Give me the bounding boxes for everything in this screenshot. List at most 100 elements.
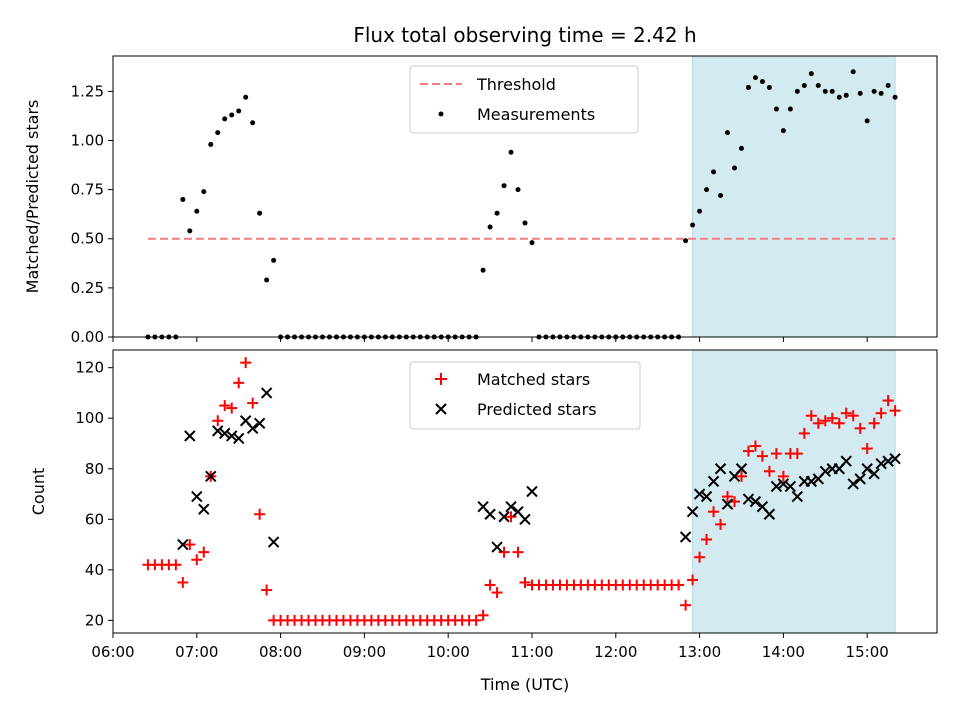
measurement-point: [829, 88, 835, 94]
measurement-point: [515, 187, 521, 193]
measurement-point: [857, 90, 863, 96]
bottom-panel: 20 40 60 80 100 120 06:00 07:00 08:00 09:00 10:00…: [29, 349, 938, 694]
bottom-legend-box: [409, 361, 641, 430]
y-tick-label: 0.50: [71, 230, 104, 248]
legend-matched-label: Matched stars: [477, 370, 590, 389]
matched-star-point: [840, 407, 852, 419]
measurement-point: [683, 238, 689, 244]
measurement-point: [480, 267, 486, 273]
measurement-point: [529, 240, 535, 246]
y-tick-label: 120: [75, 359, 104, 377]
predicted-star-point: [212, 425, 224, 437]
legend-predicted-swatch: [435, 403, 447, 415]
top-axes-frame: [112, 55, 938, 338]
matched-star-point: [177, 576, 189, 588]
predicted-star-point: [840, 455, 852, 467]
predicted-star-point: [819, 465, 831, 477]
bottom-x-ticks: 06:00 07:00 08:00 09:00 10:00 11:00 12:00 13:00…: [91, 633, 889, 661]
matched-star-point: [261, 584, 273, 596]
matched-star-point: [484, 579, 496, 591]
x-tick-label: 08:00: [259, 643, 302, 661]
matched-star-point: [791, 448, 803, 460]
measurement-point: [738, 145, 744, 151]
measurement-point: [731, 165, 737, 171]
chart-title: Flux total observing time = 2.42 h: [353, 23, 696, 47]
predicted-star-point: [889, 452, 901, 465]
matched-star-point: [191, 554, 203, 566]
matched-star-point: [749, 440, 761, 452]
measurement-point: [208, 141, 214, 147]
matched-star-point: [742, 445, 754, 457]
legend-predicted-label: Predicted stars: [477, 400, 597, 419]
y-tick-label: 20: [85, 611, 104, 629]
top-y-axis-label: Matched/Predicted stars: [23, 100, 42, 294]
matched-star-point: [226, 402, 238, 414]
x-tick-label: 12:00: [594, 643, 637, 661]
x-tick-label: 14:00: [762, 643, 805, 661]
measurement-point: [794, 88, 800, 94]
measurement-point: [271, 257, 277, 263]
predicted-star-point: [700, 490, 713, 503]
measurement-point: [180, 196, 186, 202]
matched-star-point: [770, 448, 782, 460]
measurement-point: [215, 130, 221, 136]
predicted-star-point: [246, 422, 259, 435]
predicted-star-point: [491, 541, 503, 553]
matched-star-point: [680, 599, 692, 611]
measurement-point: [801, 82, 807, 88]
x-tick-label: 09:00: [343, 643, 386, 661]
measurement-point: [201, 189, 207, 195]
predicted-star-point: [882, 455, 894, 467]
predicted-star-point: [777, 478, 790, 490]
bottom-legend: Matched stars Predicted stars: [409, 361, 641, 430]
measurement-point: [725, 130, 731, 136]
measurement-point: [494, 210, 500, 216]
predicted-star-point: [191, 490, 203, 503]
predicted-star-point: [686, 506, 699, 518]
matched-star-point: [198, 546, 210, 558]
matched-star-point: [701, 534, 713, 546]
matched-star-point: [505, 511, 517, 523]
measurement-point: [194, 208, 200, 214]
measurement-point: [843, 92, 849, 98]
bottom-y-ticks: 20 40 60 80 100 120: [75, 359, 113, 629]
matched-star-point: [219, 400, 231, 412]
measurement-point: [745, 84, 751, 90]
predicted-star-point: [763, 508, 776, 520]
predicted-star-point: [253, 417, 266, 429]
matched-star-point: [854, 422, 866, 434]
matched-star-point: [477, 609, 489, 621]
top-x-ticks: [112, 337, 868, 342]
measurement-point: [822, 88, 828, 94]
matched-star-point: [861, 443, 873, 455]
bottom-y-axis-label: Count: [29, 468, 48, 516]
predicted-star-point: [205, 470, 217, 483]
matched-star-point: [519, 576, 531, 588]
measurement-point: [766, 84, 772, 90]
measurement-point: [885, 82, 891, 88]
matched-star-point: [847, 410, 859, 422]
matched-star-point: [184, 539, 196, 551]
matched-star-point: [889, 405, 901, 417]
matched-star-point: [777, 470, 789, 482]
predicted-star-point: [184, 430, 196, 442]
legend-threshold-label: Threshold: [476, 75, 556, 94]
predicted-star-point: [805, 475, 818, 488]
matched-star-point: [673, 579, 685, 591]
y-tick-label: 100: [75, 409, 104, 427]
measurement-point: [250, 120, 256, 126]
predicted-star-point: [784, 480, 797, 493]
bottom-x-axis-label: Time (UTC): [480, 675, 569, 694]
predicted-star-point: [498, 511, 510, 523]
predicted-star-point: [232, 432, 245, 445]
predicted-star-point: [854, 473, 866, 485]
predicted-star-point: [519, 513, 531, 526]
bottom-axes-frame: [112, 349, 938, 634]
matched-star-point: [254, 508, 266, 520]
measurement-point: [892, 94, 898, 100]
matched-star-point: [882, 395, 894, 407]
matched-star-point: [170, 559, 182, 571]
matched-star-point: [763, 465, 775, 477]
matched-star-point: [233, 377, 245, 389]
matched-star-point: [756, 450, 768, 462]
